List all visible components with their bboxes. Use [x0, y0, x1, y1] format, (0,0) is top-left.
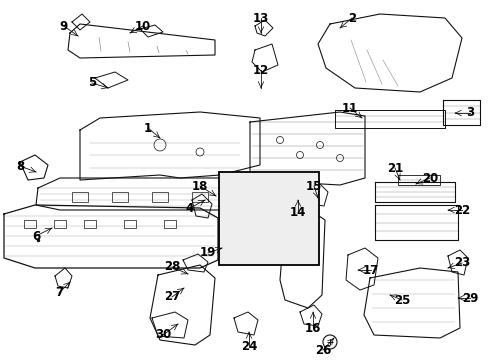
Text: 22: 22	[453, 203, 469, 216]
Text: 14: 14	[289, 207, 305, 220]
Bar	[84, 220, 96, 228]
Bar	[72, 192, 88, 202]
Text: 9: 9	[60, 19, 68, 32]
Text: 3: 3	[465, 107, 473, 120]
Text: 7: 7	[55, 287, 63, 300]
Text: 2: 2	[347, 12, 355, 24]
Text: 8: 8	[16, 159, 24, 172]
Text: 18: 18	[191, 180, 208, 193]
Bar	[192, 192, 207, 202]
Bar	[112, 192, 128, 202]
Text: 28: 28	[163, 261, 180, 274]
Text: 15: 15	[305, 180, 322, 193]
Text: 25: 25	[393, 293, 409, 306]
Text: 6: 6	[32, 230, 40, 243]
Text: 4: 4	[185, 202, 194, 215]
Text: 1: 1	[143, 122, 152, 135]
Text: 11: 11	[341, 102, 357, 114]
Text: 17: 17	[362, 264, 378, 276]
Text: 16: 16	[304, 321, 321, 334]
Text: 29: 29	[461, 292, 477, 305]
Text: 23: 23	[453, 256, 469, 270]
Text: 27: 27	[163, 291, 180, 303]
Text: 21: 21	[386, 162, 402, 175]
Bar	[24, 220, 36, 228]
Text: 10: 10	[135, 19, 151, 32]
Text: 26: 26	[314, 343, 330, 356]
Text: 12: 12	[252, 63, 268, 77]
Text: 5: 5	[88, 77, 96, 90]
Bar	[163, 220, 176, 228]
Bar	[219, 172, 318, 265]
Text: 24: 24	[240, 341, 257, 354]
Bar	[54, 220, 66, 228]
Text: 30: 30	[155, 328, 171, 342]
Bar	[124, 220, 136, 228]
Text: 20: 20	[421, 171, 437, 184]
Text: 19: 19	[200, 247, 216, 260]
Text: 13: 13	[252, 12, 268, 24]
Bar	[152, 192, 168, 202]
